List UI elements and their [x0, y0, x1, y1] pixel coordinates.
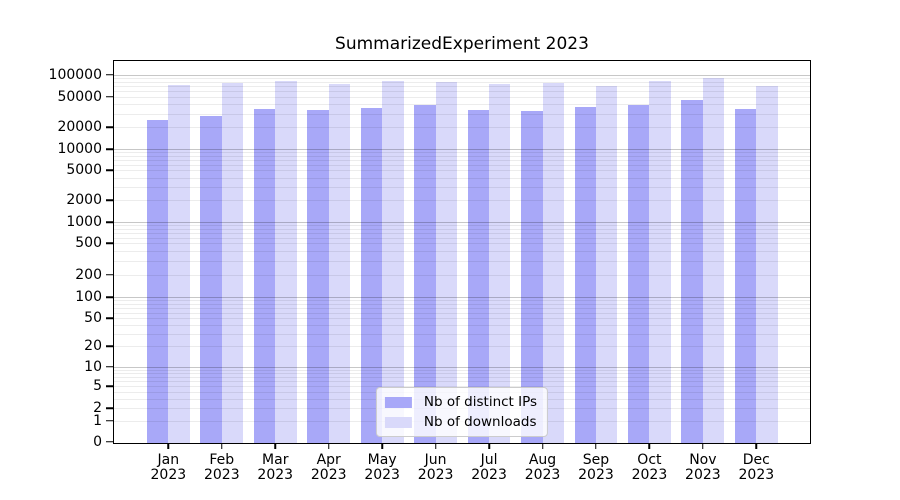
x-tick-aug: [541, 444, 544, 449]
bar-distinct-ips-jan: [146, 120, 169, 443]
y-tick-label-2000: 2000: [66, 192, 102, 209]
x-tick-sep: [595, 444, 597, 449]
bar-distinct-ips-nov: [681, 100, 703, 443]
y-tick-label-0: 0: [93, 433, 102, 450]
x-tick-label-oct: Oct 2023: [631, 452, 668, 483]
y-tick-label-1000: 1000: [66, 214, 102, 231]
legend-label-downloads: Nb of downloads: [423, 414, 537, 430]
x-tick-jun: [434, 444, 437, 449]
x-tick-label-mar: Mar 2023: [257, 452, 294, 483]
x-tick-jul: [488, 444, 490, 449]
y-tick-label-20: 20: [84, 338, 102, 355]
y-tick-label-50: 50: [84, 310, 102, 327]
x-tick-oct: [648, 444, 651, 449]
bar-downloads-aug: [542, 83, 564, 443]
y-tick-1000: [106, 221, 113, 223]
x-tick-jan: [167, 444, 170, 449]
bar-distinct-ips-oct: [627, 104, 650, 443]
y-tick-label-10: 10: [84, 358, 102, 375]
bar-downloads-apr: [328, 83, 351, 443]
y-tick-10000: [106, 148, 113, 150]
bar-downloads-jul: [489, 84, 511, 443]
bar-distinct-ips-aug: [521, 110, 543, 443]
bar-distinct-ips-mar: [253, 109, 276, 443]
x-tick-label-feb: Feb 2023: [203, 452, 240, 483]
y-tick-5: [106, 385, 113, 388]
axis-ticks-layer: 100000 50000 20000 10000 5000 2000 1000 500 200 1…: [49, 61, 810, 483]
y-tick-200: [106, 274, 113, 276]
x-tick-may: [381, 444, 383, 449]
y-tick-1: [106, 420, 113, 422]
x-tick-dec: [755, 444, 758, 449]
y-tick-label-2: 2: [93, 400, 102, 417]
bar-downloads-nov: [702, 78, 725, 443]
y-tick-100000: [106, 74, 113, 76]
bar-downloads-dec: [756, 85, 778, 443]
x-tick-label-apr: Apr 2023: [310, 452, 347, 483]
x-tick-nov: [702, 444, 704, 449]
y-tick-50000: [106, 96, 113, 98]
legend-item-downloads: Nb of downloads: [384, 414, 537, 430]
x-tick-feb: [221, 444, 223, 449]
bar-downloads-jun: [435, 82, 458, 443]
bar-distinct-ips-apr: [307, 109, 329, 443]
legend-item-distinct-ips: Nb of distinct IPs: [384, 394, 538, 410]
legend-swatch-distinct-ips: [384, 396, 412, 408]
y-tick-20000: [106, 126, 113, 129]
bar-distinct-ips-jun: [414, 104, 436, 443]
y-tick-label-200: 200: [75, 266, 102, 283]
y-tick-label-20000: 20000: [57, 119, 102, 136]
y-tick-100: [106, 296, 113, 299]
y-tick-0: [106, 440, 113, 443]
x-tick-label-sep: Sep 2023: [578, 452, 614, 483]
bar-downloads-may: [382, 81, 404, 443]
y-tick-500: [106, 242, 113, 245]
bar-distinct-ips-feb: [200, 115, 222, 443]
y-tick-label-1: 1: [93, 412, 102, 429]
y-tick-label-10000: 10000: [57, 141, 102, 158]
y-tick-label-100000: 100000: [48, 66, 102, 83]
bar-downloads-sep: [595, 85, 618, 443]
legend-label-distinct-ips: Nb of distinct IPs: [423, 394, 538, 410]
y-tick-label-5000: 5000: [66, 162, 102, 179]
bar-distinct-ips-jul: [467, 110, 490, 443]
bars-layer: [114, 61, 810, 443]
y-tick-label-100: 100: [75, 289, 102, 306]
bar-distinct-ips-dec: [734, 108, 757, 443]
bar-downloads-mar: [275, 81, 297, 443]
x-tick-label-jan: Jan 2023: [150, 452, 187, 483]
y-tick-10: [106, 366, 113, 368]
y-tick-50: [106, 317, 113, 319]
bar-distinct-ips-sep: [574, 107, 596, 443]
plot-area: 100000 50000 20000 10000 5000 2000 1000 500 200 1…: [49, 60, 811, 483]
y-tick-2: [106, 407, 113, 409]
bar-downloads-jan: [168, 85, 190, 443]
x-tick-label-jun: Jun 2023: [417, 452, 454, 483]
x-tick-label-aug: Aug 2023: [524, 452, 561, 483]
y-tick-label-5: 5: [93, 378, 102, 395]
x-tick-label-dec: Dec 2023: [738, 452, 775, 483]
y-tick-2000: [106, 199, 113, 202]
x-tick-mar: [274, 444, 276, 449]
bar-downloads-feb: [221, 82, 244, 443]
x-tick-label-may: May 2023: [364, 452, 400, 483]
bar-distinct-ips-may: [360, 108, 383, 443]
y-tick-20: [106, 345, 113, 347]
x-tick-apr: [327, 444, 330, 449]
bar-downloads-oct: [649, 81, 671, 443]
chart-title: SummarizedExperiment 2023: [335, 34, 589, 54]
y-tick-label-50000: 50000: [57, 88, 102, 105]
x-tick-label-nov: Nov 2023: [685, 452, 721, 483]
x-tick-label-jul: Jul 2023: [471, 452, 507, 483]
y-tick-5000: [106, 169, 113, 172]
legend: Nb of distinct IPs Nb of downloads: [375, 387, 549, 437]
legend-swatch-downloads: [384, 416, 412, 428]
y-tick-label-500: 500: [75, 235, 102, 252]
